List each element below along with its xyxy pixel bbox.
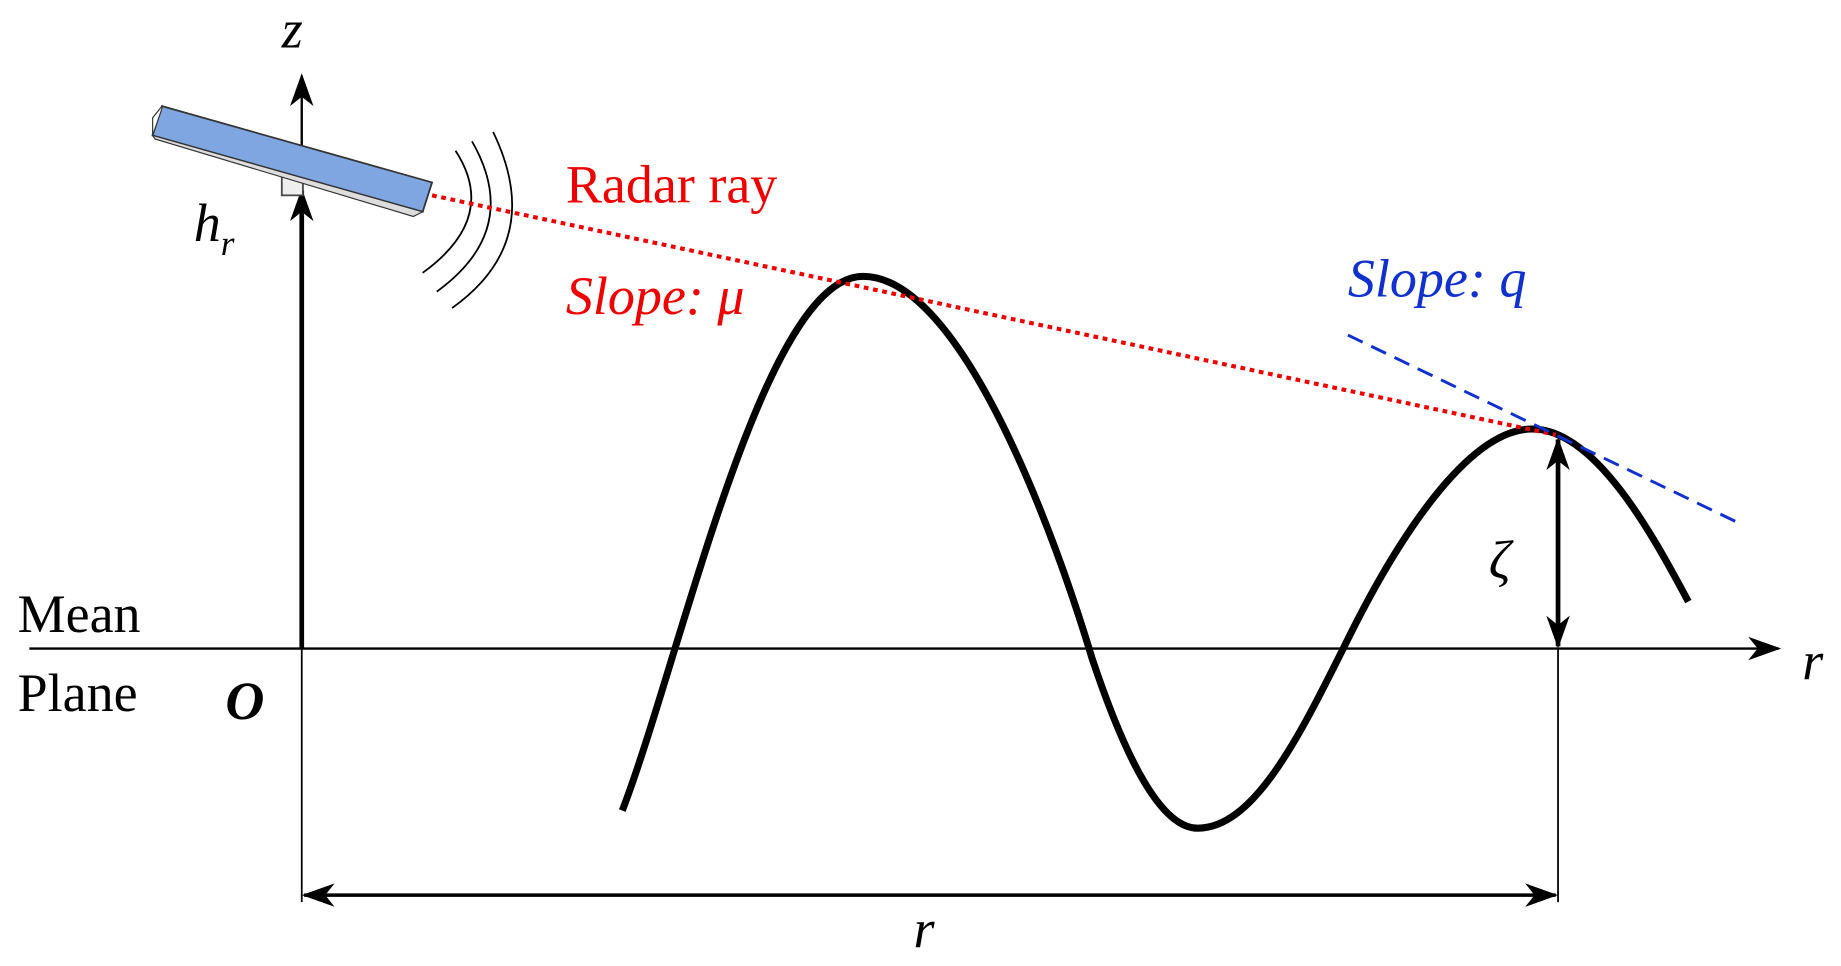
- height-label-sub: r: [221, 224, 235, 263]
- sea-surface: [618, 272, 1692, 832]
- ray-slope-label: Slope: μ: [566, 266, 745, 326]
- height-label-main: h: [194, 193, 221, 253]
- radar-ray-label: Radar ray: [566, 154, 777, 214]
- distance-label: r: [913, 899, 935, 959]
- height-label: hr: [194, 193, 235, 263]
- mean-plane-label: Mean: [18, 584, 141, 644]
- origin-label: O: [225, 671, 264, 731]
- tangent-slope-label: Slope: q: [1348, 248, 1526, 308]
- z-label: z: [281, 0, 303, 59]
- radar-waves: [422, 131, 513, 309]
- radar-antenna: [151, 104, 434, 218]
- tangent-line: [1347, 333, 1745, 527]
- mean-plane-label: Plane: [18, 663, 138, 723]
- r-axis-label: r: [1802, 631, 1824, 691]
- radar-ray: [431, 193, 1557, 437]
- elevation-label: ζ: [1489, 530, 1514, 590]
